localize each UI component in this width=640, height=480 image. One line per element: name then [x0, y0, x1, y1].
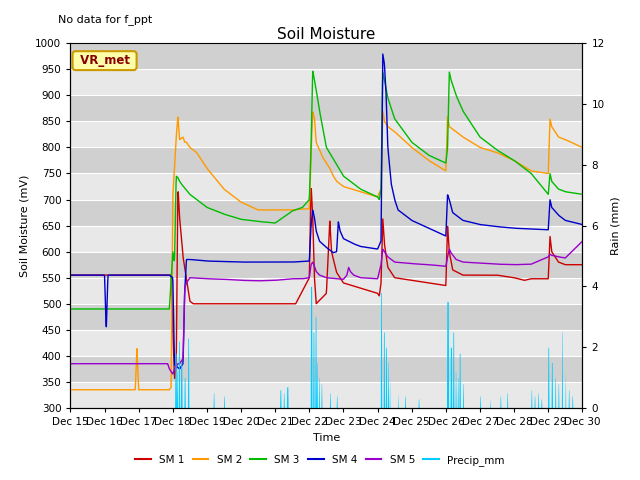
Bar — [70, 252, 582, 278]
Y-axis label: Soil Moisture (mV): Soil Moisture (mV) — [20, 174, 29, 277]
Text: No data for f_ppt: No data for f_ppt — [58, 14, 152, 25]
X-axis label: Time: Time — [313, 432, 340, 443]
Bar — [70, 356, 582, 382]
Bar — [70, 330, 582, 356]
Bar — [70, 278, 582, 304]
Bar — [70, 304, 582, 330]
Bar — [70, 226, 582, 252]
Legend: SM 1, SM 2, SM 3, SM 4, SM 5, Precip_mm: SM 1, SM 2, SM 3, SM 4, SM 5, Precip_mm — [131, 451, 509, 470]
Bar — [70, 382, 582, 408]
Bar — [70, 121, 582, 147]
Bar — [70, 69, 582, 96]
Title: Soil Moisture: Soil Moisture — [277, 27, 376, 42]
Text: VR_met: VR_met — [76, 54, 134, 67]
Bar — [70, 200, 582, 226]
Bar — [70, 43, 582, 69]
Bar — [70, 147, 582, 173]
Bar — [70, 96, 582, 121]
Bar — [70, 173, 582, 200]
Y-axis label: Rain (mm): Rain (mm) — [610, 196, 620, 255]
